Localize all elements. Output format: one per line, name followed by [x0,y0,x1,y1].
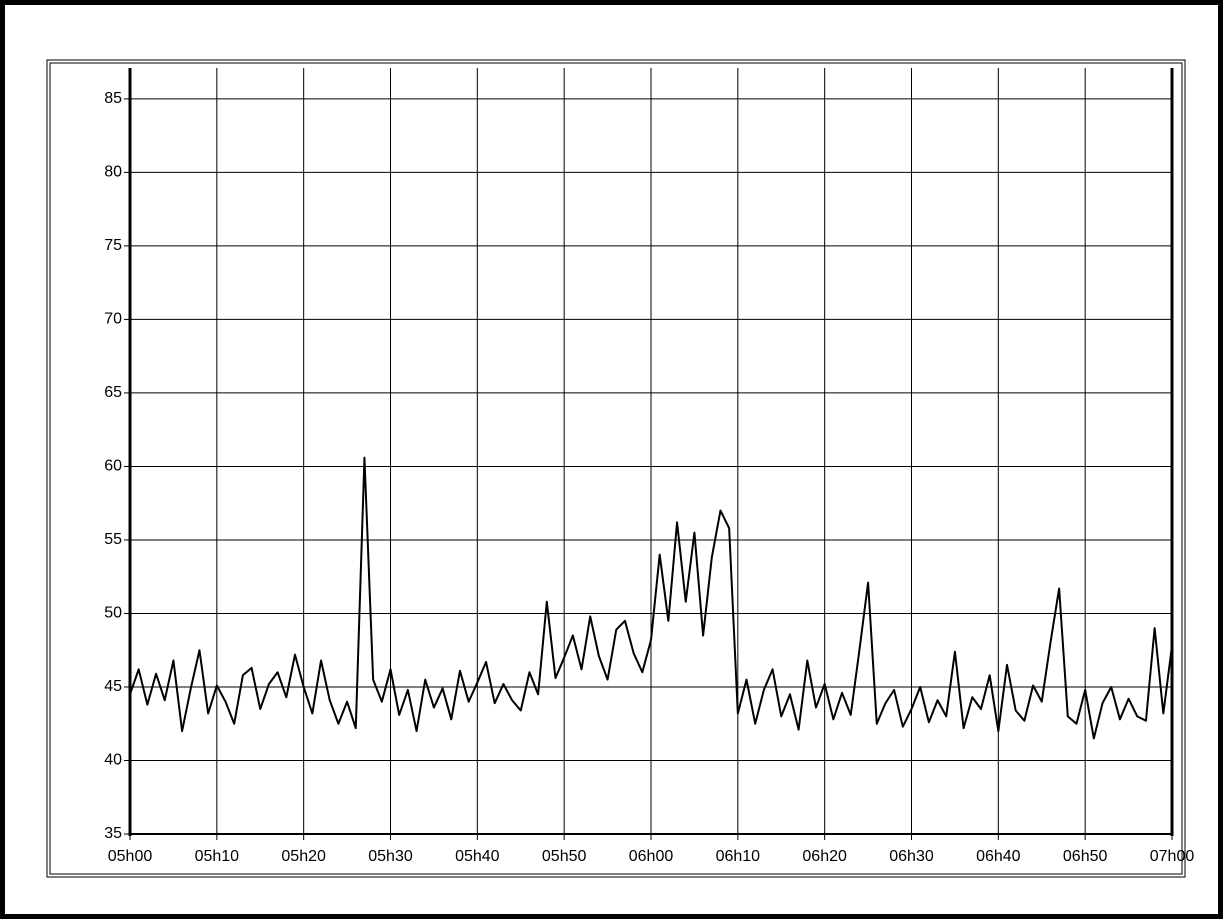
y-tick-label: 50 [104,605,122,622]
x-tick-label: 06h50 [1063,848,1108,865]
x-tick-label: 06h10 [716,848,761,865]
x-tick-label: 05h20 [281,848,326,865]
y-tick-label: 80 [104,164,122,181]
x-tick-label: 05h30 [368,848,413,865]
y-tick-label: 60 [104,458,122,475]
x-tick-label: 05h10 [195,848,240,865]
inner-frame [49,62,1183,875]
x-tick-label: 05h40 [455,848,500,865]
y-tick-label: 85 [104,90,122,107]
inner-frame [46,59,1186,878]
y-tick-label: 55 [104,531,122,548]
y-tick-label: 65 [104,384,122,401]
x-tick-label: 06h00 [629,848,674,865]
y-tick-label: 40 [104,752,122,769]
y-tick-label: 70 [104,311,122,328]
x-tick-label: 05h50 [542,848,587,865]
y-tick-label: 45 [104,678,122,695]
y-tick-label: 75 [104,237,122,254]
x-tick-label: 06h20 [802,848,847,865]
x-tick-label: 06h30 [889,848,934,865]
x-tick-label: 07h00 [1150,848,1195,865]
x-tick-label: 05h00 [108,848,153,865]
data-line [129,456,1173,740]
y-tick-label: 35 [104,825,122,842]
x-tick-label: 06h40 [976,848,1021,865]
